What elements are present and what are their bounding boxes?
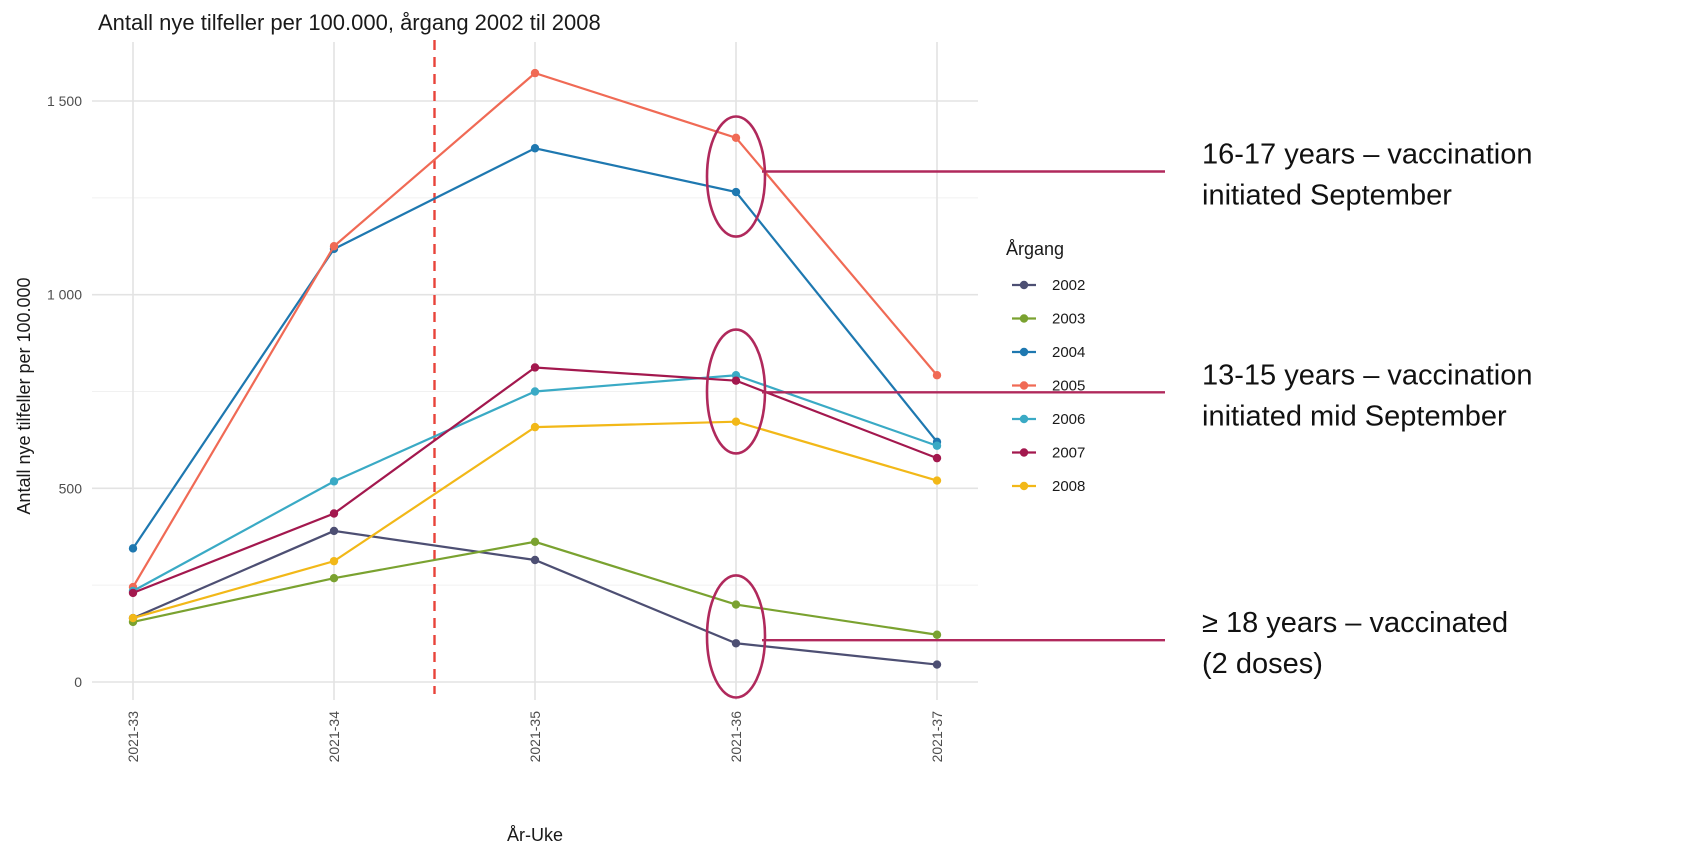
legend-label: 2002 [1052,277,1085,294]
data-point [731,133,741,142]
data-point [530,68,540,78]
legend-item-2006: 2006 [1012,411,1085,428]
legend-label: 2007 [1052,445,1085,462]
legend-title: Årgang [1006,239,1064,259]
legend-item-2007: 2007 [1012,445,1085,462]
legend-key-point [1019,314,1029,323]
data-point [329,242,339,251]
legend-item-2008: 2008 [1012,478,1085,495]
data-point [530,537,540,546]
legend-key-point [1019,414,1029,424]
data-point [329,526,339,536]
data-point [329,477,339,486]
series-group [128,68,942,669]
legend-label: 2005 [1052,378,1085,395]
data-point [932,441,942,450]
y-tick-label: 1 000 [47,287,82,303]
series-2005 [128,68,942,592]
data-point [731,376,741,385]
annotations: 16-17 years – vaccination initiated Septe… [705,115,1532,699]
series-2007 [128,363,942,598]
annotation-1: 16-17 years – vaccination initiated Septe… [705,115,1532,238]
series-2008 [128,417,942,623]
legend-key-point [1019,381,1029,390]
annotation-2: 13-15 years – vaccination initiated mid S… [705,328,1532,455]
data-point [932,476,942,485]
data-point [530,422,540,432]
x-tick-label: 2021-35 [527,711,543,763]
chart-title: Antall nye tilfeller per 100.000, årgang… [98,10,601,35]
x-tick-label: 2021-36 [728,711,744,763]
legend-key-point [1019,481,1029,491]
y-tick-label: 1 500 [47,93,82,109]
legend-item-2003: 2003 [1012,311,1085,328]
y-tick-label: 0 [74,674,82,690]
annotation-text-line: (2 doses) [1202,648,1323,680]
legend-key-point [1019,448,1029,457]
data-point [128,613,138,623]
legend-label: 2006 [1052,411,1085,428]
data-point [329,509,339,518]
data-point [932,453,942,463]
y-axis-title: Antall nye tilfeller per 100.000 [14,277,34,514]
legend-label: 2003 [1052,311,1085,328]
data-point [329,573,339,583]
data-point [932,630,942,639]
legend-item-2004: 2004 [1012,344,1085,361]
annotation-text-line: initiated mid September [1202,400,1507,432]
legend-item-2005: 2005 [1012,378,1085,395]
data-point [731,187,741,197]
annotation-text-line: 16-17 years – vaccination [1202,138,1532,170]
legend-key-point [1019,280,1029,290]
data-point [128,588,138,598]
data-point [530,555,540,565]
data-point [731,417,741,426]
legend-label: 2004 [1052,344,1085,361]
series-2002 [128,526,942,669]
data-point [932,371,942,380]
series-2003 [128,537,942,639]
data-point [731,600,741,609]
legend-item-2002: 2002 [1012,277,1085,294]
data-point [731,639,741,648]
highlight-ellipse [705,115,767,238]
data-point [128,544,138,553]
annotation-3: ≥ 18 years – vaccinated (2 doses) [705,574,1508,699]
y-axis-ticks: 0 500 1 000 1 500 [47,93,82,690]
x-tick-label: 2021-34 [326,711,342,763]
data-point [530,363,540,372]
annotation-text-line: 13-15 years – vaccination [1202,359,1532,391]
annotation-text-line: ≥ 18 years – vaccinated [1202,607,1508,639]
legend-key-point [1019,347,1029,357]
legend-label: 2008 [1052,478,1085,495]
grid [92,42,978,700]
y-tick-label: 500 [59,480,83,496]
data-point [932,660,942,669]
x-axis-ticks: 2021-33 2021-34 2021-35 2021-36 2021-37 [125,711,945,763]
data-point [530,144,540,153]
highlight-ellipse [705,574,767,699]
annotation-text-line: initiated September [1202,179,1452,211]
data-point [530,387,540,396]
x-tick-label: 2021-37 [929,711,945,763]
legend: Årgang 2002 2003 2004 2005 2006 2007 2008 [1006,239,1085,495]
x-tick-label: 2021-33 [125,711,141,763]
x-axis-title: År-Uke [507,825,563,845]
data-point [329,556,339,566]
